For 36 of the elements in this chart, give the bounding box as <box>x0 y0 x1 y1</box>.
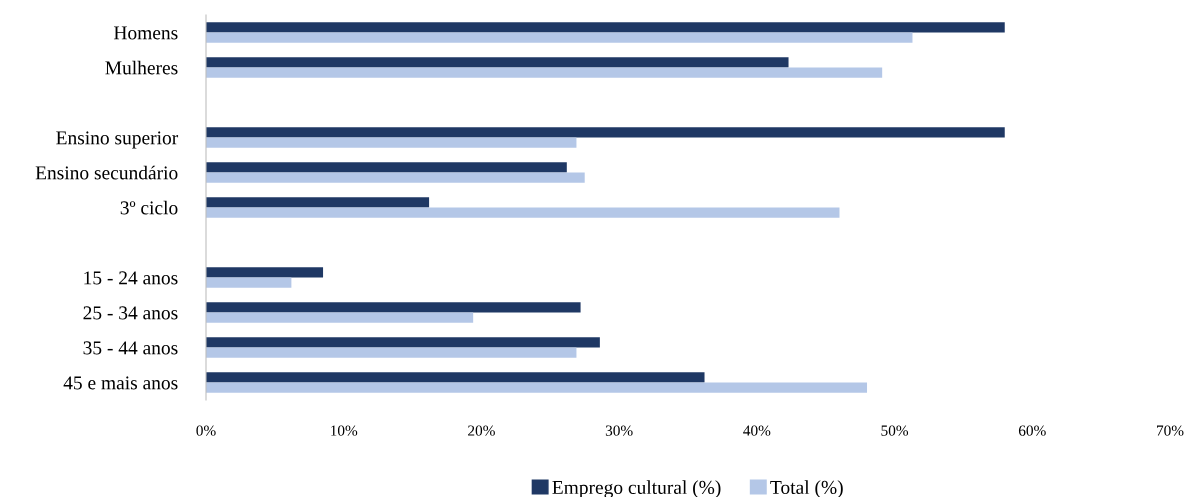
bar <box>206 372 705 383</box>
x-tick-label: 0% <box>196 425 216 436</box>
x-tick-label: 30% <box>605 425 633 436</box>
legend-label: Total (%) <box>770 480 843 497</box>
x-tick-label: 20% <box>468 425 495 436</box>
y-tick-label: 3º ciclo <box>120 200 178 215</box>
x-tick-label: 60% <box>1018 425 1046 436</box>
y-tick-label: 15 - 24 anos <box>84 271 178 285</box>
y-tick-label: Ensino superior <box>56 131 179 149</box>
bar <box>206 207 840 218</box>
x-tick-label: 40% <box>743 425 771 436</box>
bar <box>206 32 913 43</box>
y-tick-label: 25 - 34 anos <box>83 306 178 320</box>
x-tick-label: 70% <box>1157 425 1184 436</box>
bar <box>206 382 868 393</box>
y-tick-label: Mulheres <box>105 60 178 75</box>
bar <box>206 197 430 208</box>
y-tick-label: Homens <box>113 26 178 40</box>
bar <box>206 347 577 358</box>
bar <box>206 162 567 173</box>
x-tick-label: 50% <box>881 425 909 436</box>
bar <box>206 277 292 288</box>
bar <box>206 137 577 148</box>
x-tick-label: 10% <box>331 425 358 436</box>
bar <box>206 267 324 278</box>
bar <box>206 312 474 323</box>
bar <box>206 57 789 68</box>
y-tick-label: 35 - 44 anos <box>83 341 178 355</box>
bar <box>206 172 585 183</box>
bar <box>206 302 581 313</box>
bar <box>206 22 1005 33</box>
bar <box>206 127 1005 138</box>
y-tick-label: Ensino secundário <box>35 165 178 180</box>
y-tick-label: 45 e mais anos <box>63 376 178 390</box>
bar <box>206 337 600 348</box>
bar <box>206 67 883 78</box>
